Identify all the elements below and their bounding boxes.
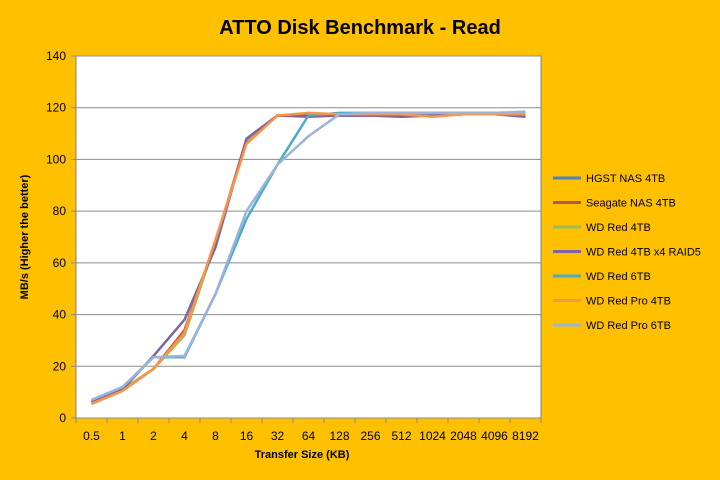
legend-label-2: Seagate NAS 4TB	[586, 198, 676, 210]
x-tick-label: 4096	[481, 429, 508, 443]
series-line-7	[91, 110, 526, 402]
x-tick-label: 4	[181, 429, 188, 443]
y-axis-label: MB/s (Higher the better)	[19, 174, 31, 299]
x-axis-label: Transfer Size (KB)	[255, 449, 350, 461]
y-tick-label: 120	[46, 101, 66, 115]
y-tick-label: 20	[53, 359, 67, 373]
series-lines	[91, 110, 526, 405]
x-tick-label: 16	[240, 429, 254, 443]
legend-label-4: WD Red 4TB x4 RAID5	[586, 247, 701, 259]
x-tick-label: 2048	[450, 429, 477, 443]
legend-label-3: WD Red 4TB	[586, 222, 651, 234]
x-tick-label: 1	[119, 429, 126, 443]
legend: HGST NAS 4TB Seagate NAS 4TB WD Red 4TB WD …	[553, 173, 701, 332]
x-axis-ticks: 0.5 1 2 4 8 16 32 64 128 256 512 1024 2048 4096 8192	[75, 418, 542, 443]
legend-label-6: WD Red Pro 4TB	[586, 296, 671, 308]
x-tick-label: 1024	[419, 429, 446, 443]
x-tick-label: 8	[212, 429, 219, 443]
x-tick-label: 256	[360, 429, 380, 443]
x-tick-label: 32	[271, 429, 285, 443]
legend-label-5: WD Red 6TB	[586, 271, 651, 283]
chart-title: ATTO Disk Benchmark - Read	[219, 17, 501, 39]
y-tick-label: 40	[53, 308, 67, 322]
x-tick-label: 64	[302, 429, 316, 443]
y-tick-label: 80	[53, 204, 67, 218]
y-tick-label: 0	[59, 411, 66, 425]
legend-label-7: WD Red Pro 6TB	[586, 320, 671, 332]
y-tick-label: 140	[46, 49, 66, 63]
x-tick-label: 512	[391, 429, 411, 443]
y-tick-label: 100	[46, 152, 66, 166]
x-tick-label: 2	[150, 429, 157, 443]
x-tick-label: 0.5	[83, 429, 100, 443]
y-axis-ticks: 0 20 40 60 80 100 120 140	[46, 49, 76, 425]
legend-label-1: HGST NAS 4TB	[586, 173, 665, 185]
y-tick-label: 60	[53, 256, 67, 270]
x-tick-label: 128	[329, 429, 349, 443]
gridlines	[76, 55, 541, 419]
x-tick-label: 8192	[512, 429, 539, 443]
